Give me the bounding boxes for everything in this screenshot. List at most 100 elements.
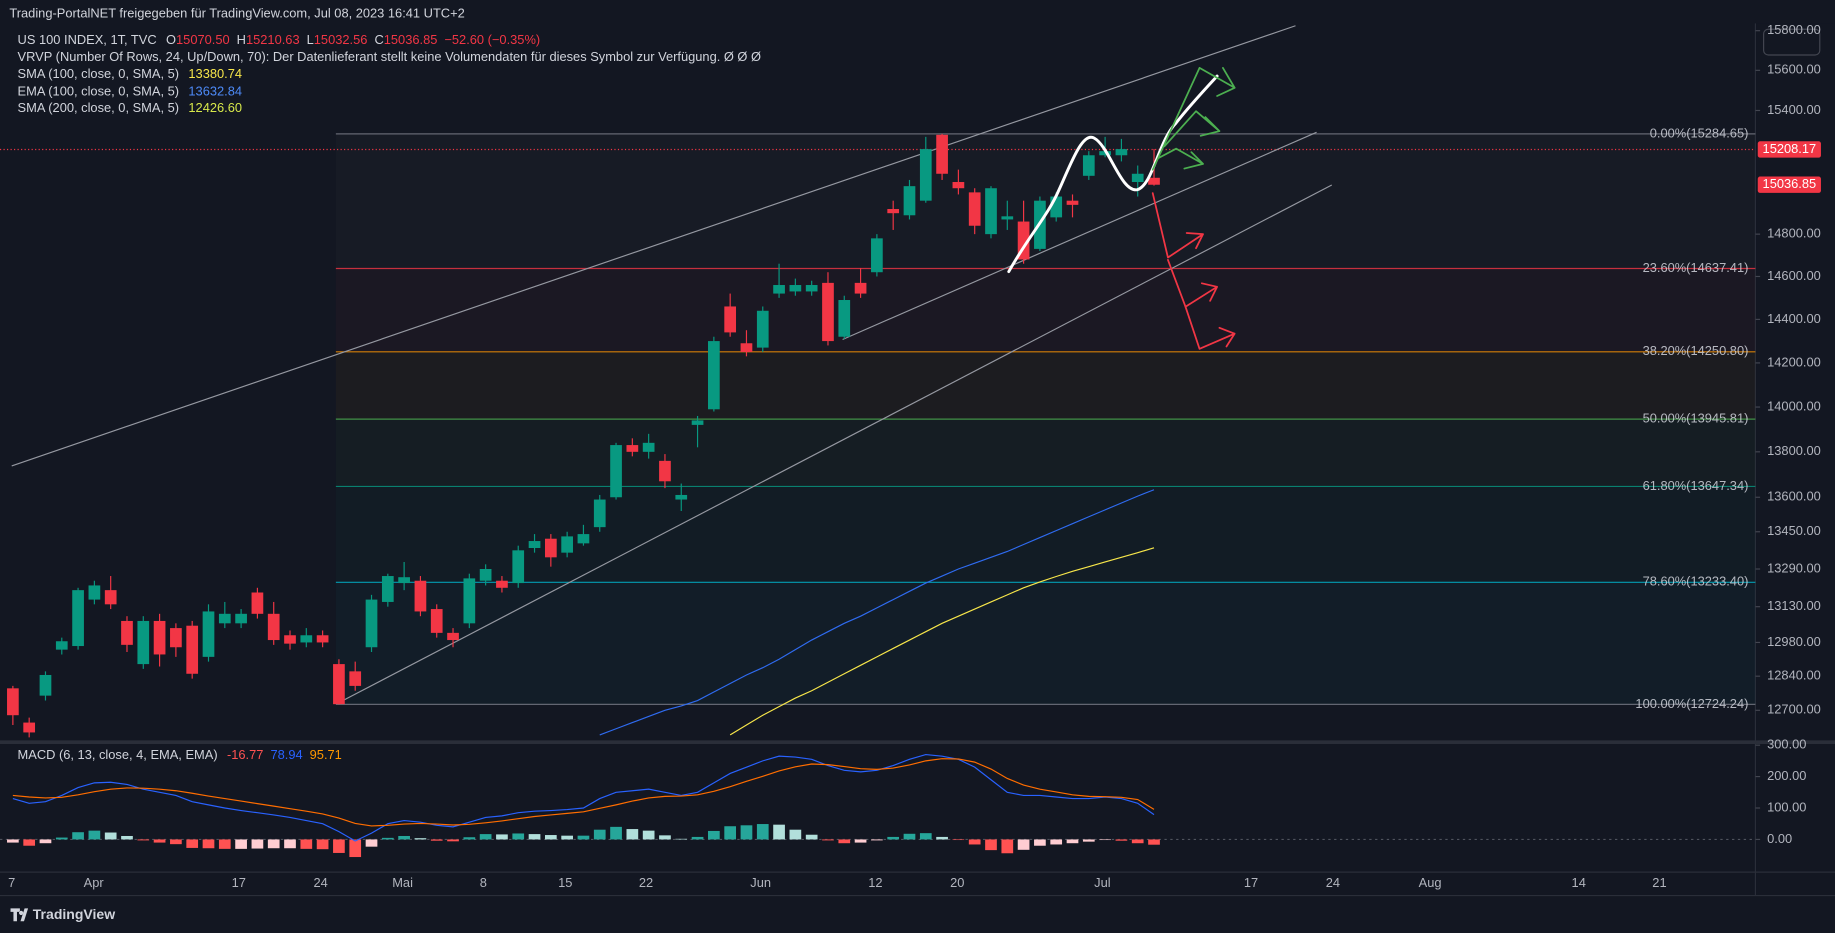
histogram-bar [952,839,965,841]
symbol[interactable]: US 100 INDEX, 1T, TVC [18,32,157,47]
candle-body [659,460,671,482]
histogram-bar [968,839,981,845]
ohlc-value: 15036.85 [384,32,438,47]
ohlc-value: 15032.56 [314,32,368,47]
price-tick-label: 13600.00 [1767,489,1821,504]
histogram-bar [659,835,671,840]
candle-body [838,300,851,337]
red-arrow [1151,192,1204,259]
macd-tick-label: 100.00 [1767,799,1806,814]
time-tick-label: 24 [314,875,328,890]
candle-body [642,442,655,452]
candle-body [903,186,916,216]
histogram-bar [626,829,639,840]
indicator-legend[interactable]: EMA (100, close, 0, SMA, 5) 13632.84 [18,84,243,99]
ohlc-value: 15070.50 [176,32,230,47]
time-tick-label: Aug [1419,875,1442,890]
histogram-bar [1099,839,1111,841]
moving-average-line [729,547,1155,736]
macd-tick-label: 300.00 [1767,737,1806,752]
histogram-bar [610,826,622,840]
candle-body [756,310,769,348]
candle-body [708,341,720,410]
time-tick-label: 15 [558,875,572,890]
candle-body [1099,151,1111,156]
price-tick-label: 14000.00 [1767,398,1821,413]
candle-body [479,569,492,581]
histogram-bar [202,839,215,849]
candle-body [202,611,215,657]
histogram-bar [153,839,166,843]
candle-body [1017,221,1030,260]
symbol-legend: US 100 INDEX, 1T, TVC O15070.50 H15210.63 L… [18,32,541,47]
candle-body [610,445,622,498]
histogram-bar [186,839,199,848]
indicator-legend[interactable]: SMA (100, close, 0, SMA, 5) 13380.74 [18,66,243,81]
histogram-bar [903,833,916,840]
time-tick-label: 7 [8,875,15,890]
fib-retracement: 0.00%(15284.65) 23.60%(14637.41) 38.20%(14… [0,125,1756,711]
price-tick-label: 15400.00 [1767,102,1821,117]
candle-body [7,688,19,716]
indicator-legend[interactable]: SMA (200, close, 0, SMA, 5) 12426.60 [18,100,243,115]
green-arrow [1163,110,1221,148]
indicator-value: 12426.60 [188,100,242,115]
histogram-bar [170,839,182,845]
candle-body [496,580,508,588]
histogram-bar [691,836,704,840]
candle-body [919,149,932,201]
brand-name: TradingView [33,906,115,922]
histogram-bar [137,839,150,841]
indicator-value: 13632.84 [188,84,242,99]
last-price-badge [1757,176,1821,193]
histogram-bar [740,825,753,840]
histogram-bar [267,839,280,849]
histogram-bar [414,838,427,840]
macd-plot [7,753,1160,858]
candle-body [691,420,704,425]
histogram-bar [496,834,508,840]
candle-body [626,445,639,452]
histogram-bar [822,839,834,841]
candle-body [463,578,476,624]
macd-pane [0,753,1756,858]
price-tick-label: 13290.00 [1767,560,1821,575]
macd-title: MACD (6, 13, close, 4, EMA, EMA) [18,748,218,763]
histogram-bar [528,834,541,840]
macd-legend[interactable]: MACD (6, 13, close, 4, EMA, EMA) -16.77 78… [18,748,342,763]
candle-body [316,635,329,643]
price-badge [1757,141,1821,158]
histogram-bar [39,839,52,844]
candle-body [854,282,867,294]
candle-body [23,722,36,733]
histogram-bar [365,839,378,847]
histogram-bar [871,839,883,841]
histogram-bar [23,839,36,846]
brand[interactable]: TradingView [10,906,116,922]
histogram-bar [447,839,459,842]
candle-body [805,285,818,292]
histogram-bar [333,839,345,853]
candle-body [593,499,606,528]
time-tick-label: 17 [1244,875,1258,890]
vrvp-legend[interactable]: VRVP (Number Of Rows, 24, Up/Down, 70): … [18,49,761,64]
ohlc-key: O [166,32,176,47]
indicator-name: EMA (100, close, 0, SMA, 5) [18,84,180,99]
indicator-name: SMA (200, close, 0, SMA, 5) [18,100,180,115]
histogram-bar [104,832,117,840]
histogram-bar [463,837,476,840]
fib-zone [335,268,1756,352]
candle-body [887,209,900,214]
histogram-bar [479,834,492,840]
candle-body [447,632,459,641]
price-tick-label: 12700.00 [1767,702,1821,717]
candle-body [88,585,101,600]
ohlc-key: L [307,32,314,47]
histogram-bar [88,830,101,840]
scale-button[interactable] [1763,28,1821,56]
histogram-bar [430,839,443,841]
candle-body [528,541,541,549]
price-tick-label: 12840.00 [1767,668,1821,683]
macd-line [12,753,1155,842]
